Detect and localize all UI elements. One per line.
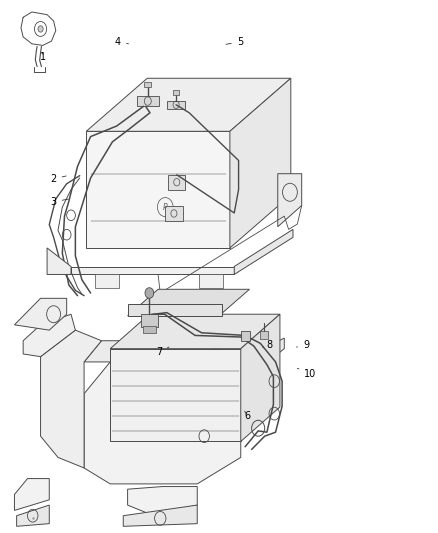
Polygon shape [278,174,302,227]
Circle shape [145,288,154,298]
Polygon shape [17,505,49,526]
Text: 6: 6 [244,411,251,421]
Bar [141,314,158,327]
Text: 9: 9 [297,340,309,350]
Polygon shape [71,266,234,274]
Polygon shape [199,274,223,288]
Bar [260,331,268,339]
Bar [241,331,251,341]
Polygon shape [14,479,49,511]
Polygon shape [84,338,284,383]
Polygon shape [84,362,241,484]
Polygon shape [47,248,71,274]
Polygon shape [167,101,185,109]
Polygon shape [110,314,280,349]
Circle shape [38,26,43,32]
Text: 10: 10 [297,368,317,378]
Polygon shape [86,131,230,248]
Polygon shape [14,298,67,330]
Polygon shape [23,314,75,357]
Text: P: P [163,203,168,212]
Polygon shape [241,314,280,441]
Text: 4: 4 [115,37,128,47]
Polygon shape [110,349,241,441]
Polygon shape [137,96,159,107]
Bar [144,82,151,87]
Polygon shape [127,289,250,316]
Text: 2: 2 [50,174,66,184]
Polygon shape [95,274,119,288]
Polygon shape [123,505,197,526]
Polygon shape [168,175,185,190]
Text: 7: 7 [156,347,169,358]
Polygon shape [165,206,183,221]
Text: 1: 1 [40,52,46,62]
Polygon shape [230,78,291,248]
Bar [173,90,179,95]
Polygon shape [41,330,102,468]
Bar [143,326,156,333]
Polygon shape [127,487,197,516]
Polygon shape [86,78,291,131]
Polygon shape [234,229,293,274]
Text: 3: 3 [50,197,68,207]
Text: 5: 5 [226,37,243,47]
Bar [127,304,222,316]
Text: 8: 8 [262,340,272,350]
